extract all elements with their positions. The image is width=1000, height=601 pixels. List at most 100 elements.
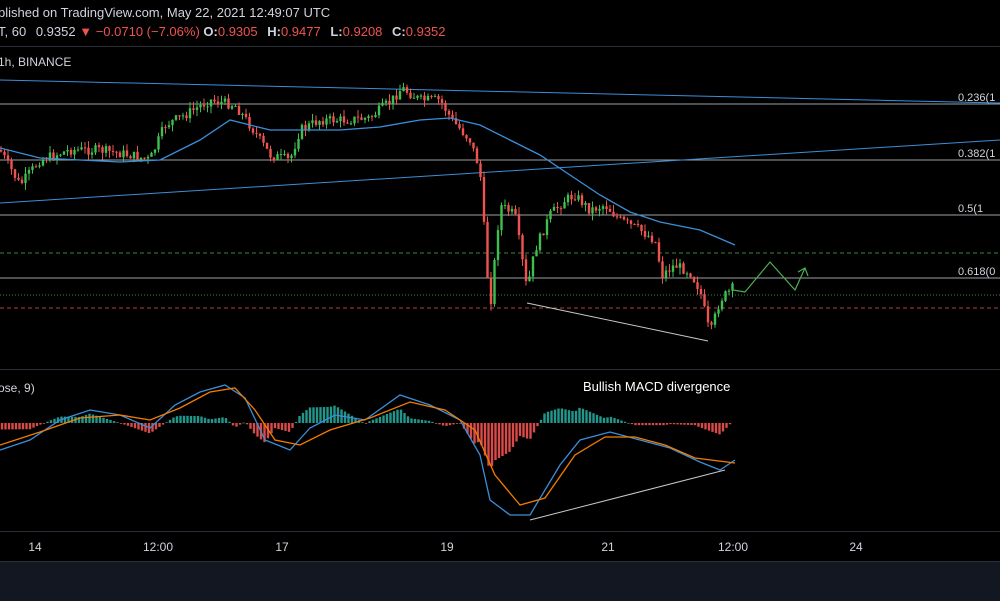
candle-body [388, 100, 391, 104]
candle-body [188, 108, 192, 119]
macd-histogram-bar [231, 423, 235, 426]
candle-body [678, 263, 682, 268]
macd-histogram-bar [347, 413, 350, 423]
candle-body [454, 118, 458, 125]
macd-histogram-bar [522, 423, 525, 438]
candle-body [615, 216, 619, 218]
macd-histogram-bar [707, 423, 711, 431]
candle-body [237, 105, 241, 115]
time-axis-tick-label: 12:00 [143, 540, 173, 554]
macd-histogram-bar [476, 423, 480, 443]
macd-histogram-bar [445, 423, 448, 426]
candle-body [563, 202, 566, 209]
macd-histogram-bar [322, 407, 326, 423]
candle-body [395, 95, 398, 100]
time-axis-tick-label: 14 [28, 540, 42, 554]
candle-body [531, 256, 535, 277]
candle-body [671, 265, 675, 272]
macd-indicator-label: ose, 9) [0, 381, 35, 395]
macd-histogram-bar [294, 421, 298, 423]
macd-histogram-bar [144, 423, 147, 432]
candle-body [489, 277, 493, 305]
macd-histogram-bar [95, 415, 98, 423]
candle-body [510, 208, 514, 212]
time-axis-divider [0, 531, 1000, 532]
candle-body [689, 273, 692, 278]
macd-histogram-bar [441, 423, 445, 426]
macd-histogram-bar [564, 409, 567, 423]
macd-histogram-bar [137, 423, 140, 430]
high-label: H: [267, 24, 281, 39]
candle-body [304, 124, 307, 130]
macd-histogram-bar [686, 423, 690, 425]
candle-body [612, 211, 615, 217]
candle-body [213, 99, 216, 102]
candle-body [80, 147, 83, 150]
macd-histogram-bar [466, 423, 469, 434]
macd-histogram-bar [371, 419, 375, 423]
macd-histogram-bar [200, 416, 203, 423]
macd-histogram-bar [662, 423, 665, 426]
macd-histogram-bar [378, 416, 382, 423]
macd-histogram-bar [606, 417, 609, 423]
candle-body [636, 224, 640, 226]
macd-histogram-bar [182, 415, 186, 423]
macd-histogram-bar [490, 423, 494, 467]
projection-zigzag [732, 261, 806, 293]
candle-body [542, 233, 545, 236]
time-axis-tick-label: 17 [275, 540, 289, 554]
fib-level-label: 0.236(1 [958, 92, 995, 104]
macd-histogram-bar [602, 417, 606, 423]
candle-body [293, 148, 297, 156]
macd-histogram-bar [196, 416, 200, 423]
macd-histogram-bar [319, 407, 322, 423]
macd-histogram-bar [501, 423, 504, 456]
candle-body [87, 147, 90, 155]
candle-body [720, 300, 724, 310]
candle-body [118, 152, 122, 158]
macd-histogram-bar [361, 422, 364, 423]
candle-body [643, 231, 647, 237]
candle-body [430, 95, 433, 97]
macd-histogram-bar [18, 423, 21, 430]
candle-body [20, 179, 24, 184]
macd-histogram-bar [494, 423, 497, 461]
time-axis-tick-label: 19 [440, 540, 454, 554]
header-divider [0, 46, 1000, 47]
macd-histogram-bar [109, 420, 112, 423]
macd-histogram-bar [550, 410, 553, 423]
macd-histogram-bar [655, 423, 658, 426]
macd-histogram-bar [574, 410, 578, 423]
candle-body [241, 113, 244, 115]
macd-histogram-bar [399, 409, 403, 423]
close-value: 0.9352 [405, 24, 446, 39]
macd-histogram-bar [221, 417, 224, 423]
candle-body [699, 288, 703, 295]
moving-average-line [0, 117, 736, 246]
candle-body [706, 306, 710, 323]
candle-body [97, 145, 101, 148]
macd-histogram-bar [312, 407, 315, 423]
macd-histogram-bar [168, 419, 172, 423]
candle-body [685, 273, 689, 275]
macd-histogram-bar [487, 423, 490, 466]
macd-histogram-bar [480, 423, 483, 446]
candle-body [157, 136, 160, 150]
candle-body [409, 92, 412, 99]
macd-histogram-bar [473, 423, 476, 444]
close-label: C: [392, 24, 406, 39]
macd-histogram-bar [658, 423, 662, 426]
last-price: 0.9352 [35, 24, 76, 39]
macd-histogram-bar [693, 423, 697, 426]
candle-body [398, 91, 402, 100]
macd-histogram-bar [217, 417, 221, 423]
candle-body [493, 260, 496, 305]
pane-divider[interactable] [0, 369, 1000, 370]
candle-body [363, 118, 367, 120]
macd-histogram-bar [711, 423, 714, 432]
candle-body [682, 263, 685, 274]
candle-body [31, 166, 34, 170]
macd-histogram-bar [326, 406, 329, 423]
macd-histogram-bar [119, 423, 123, 424]
